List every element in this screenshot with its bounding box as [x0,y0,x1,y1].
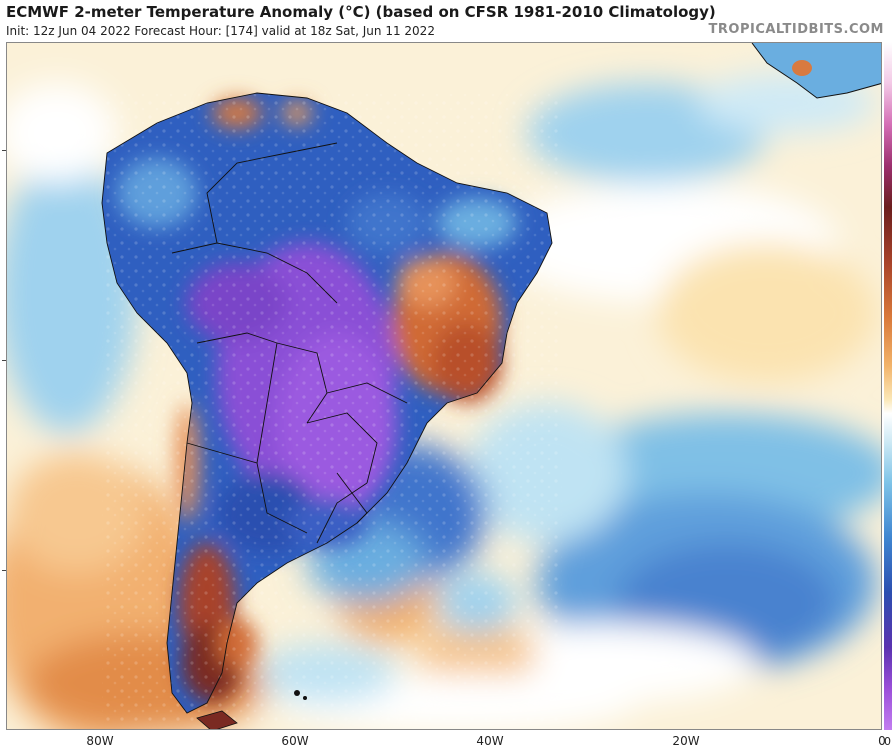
site-watermark: TROPICALTIDBITS.COM [708,22,884,37]
anomaly-map [6,42,882,730]
forecast-info: Init: 12z Jun 04 2022 Forecast Hour: [17… [6,24,435,38]
map-canvas [7,43,881,729]
coastline-africa [751,43,881,99]
color-scale-bar: 0 [884,42,892,748]
latitude-tick [2,150,6,151]
longitude-label-0: 0 [878,734,886,748]
longitude-label-60w: 60W [281,734,309,748]
longitude-axis: 80W 60W 40W 20W 0 [0,730,892,750]
continent-south-america [102,93,562,723]
longitude-label-20w: 20W [672,734,700,748]
longitude-label-40w: 40W [476,734,504,748]
map-title: ECMWF 2-meter Temperature Anomaly (°C) (… [6,3,716,21]
country-borders [101,92,553,714]
latitude-tick [2,360,6,361]
tierra-del-fuego [196,690,307,729]
colorbar-tick-label: 0 [884,735,891,748]
longitude-label-80w: 80W [86,734,114,748]
latitude-tick [2,570,6,571]
map-header: ECMWF 2-meter Temperature Anomaly (°C) (… [0,0,892,42]
